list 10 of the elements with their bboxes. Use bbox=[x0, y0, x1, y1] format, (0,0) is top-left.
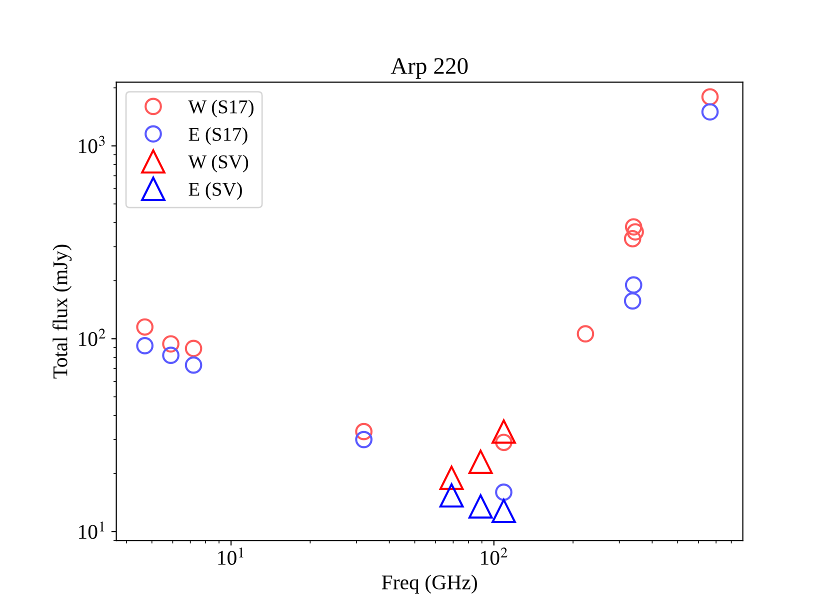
legend-label: W (S17) bbox=[188, 100, 254, 118]
y-tick-label: 10$^{2}$ bbox=[79, 328, 106, 346]
y-tick-label: 10$^{1}$ bbox=[79, 522, 104, 539]
legend-label: E (SV) bbox=[188, 182, 242, 200]
chart-title: Arp 220 bbox=[390, 58, 468, 79]
legend-label: E (S17) bbox=[188, 127, 248, 145]
y-tick-label: 10$^{3}$ bbox=[79, 136, 105, 154]
x-axis-title: Freq (GHz) bbox=[382, 574, 477, 594]
legend-label: W (SV) bbox=[188, 154, 248, 172]
y-axis-title: Total flux (mJy) bbox=[52, 244, 72, 379]
